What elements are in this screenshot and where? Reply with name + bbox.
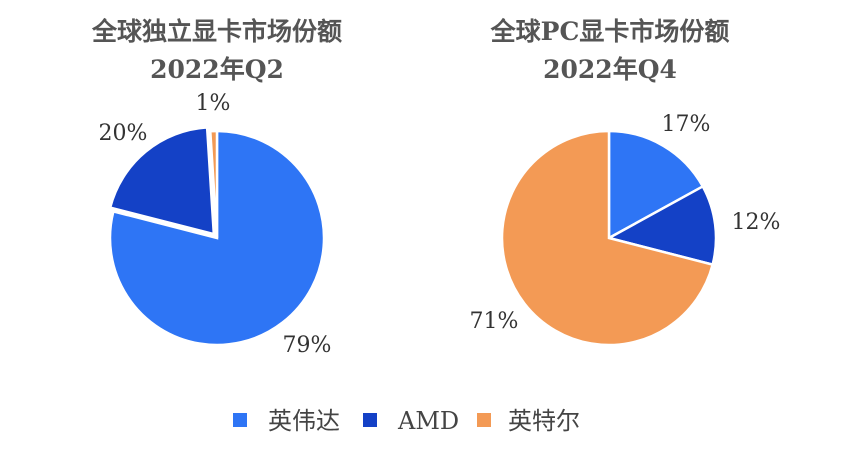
legend-swatch bbox=[477, 413, 491, 427]
legend-label: AMD bbox=[397, 407, 459, 435]
chart-2-pie: 17% 12% 71% bbox=[470, 112, 781, 347]
pie-slice-英特尔 bbox=[500, 129, 715, 347]
pie-slice-英特尔 bbox=[208, 129, 219, 239]
pie-slice-AMD bbox=[605, 184, 718, 267]
legend: 英伟达 AMD 英特尔 bbox=[233, 407, 580, 435]
legend-swatch bbox=[233, 413, 247, 427]
chart-2-subtitle: 2022年Q4 bbox=[543, 55, 677, 84]
legend-swatch bbox=[363, 413, 377, 427]
data-label: 17% bbox=[662, 112, 711, 137]
data-label: 1% bbox=[196, 91, 231, 116]
chart-1-pie: 79% 20% 1% bbox=[99, 91, 332, 358]
pie-slice-英伟达 bbox=[607, 129, 705, 241]
legend-label: 英特尔 bbox=[508, 407, 580, 435]
data-label: 79% bbox=[283, 333, 332, 358]
data-label: 71% bbox=[470, 309, 519, 334]
legend-label: 英伟达 bbox=[268, 407, 340, 435]
chart-2-title: 全球PC显卡市场份额 bbox=[490, 17, 730, 46]
chart-1-subtitle: 2022年Q2 bbox=[150, 55, 284, 84]
chart-1-title: 全球独立显卡市场份额 bbox=[91, 17, 342, 46]
data-label: 20% bbox=[99, 121, 148, 146]
data-label: 12% bbox=[732, 210, 781, 235]
pie-slice-AMD bbox=[108, 126, 216, 236]
pie-slice-英伟达 bbox=[108, 129, 326, 347]
